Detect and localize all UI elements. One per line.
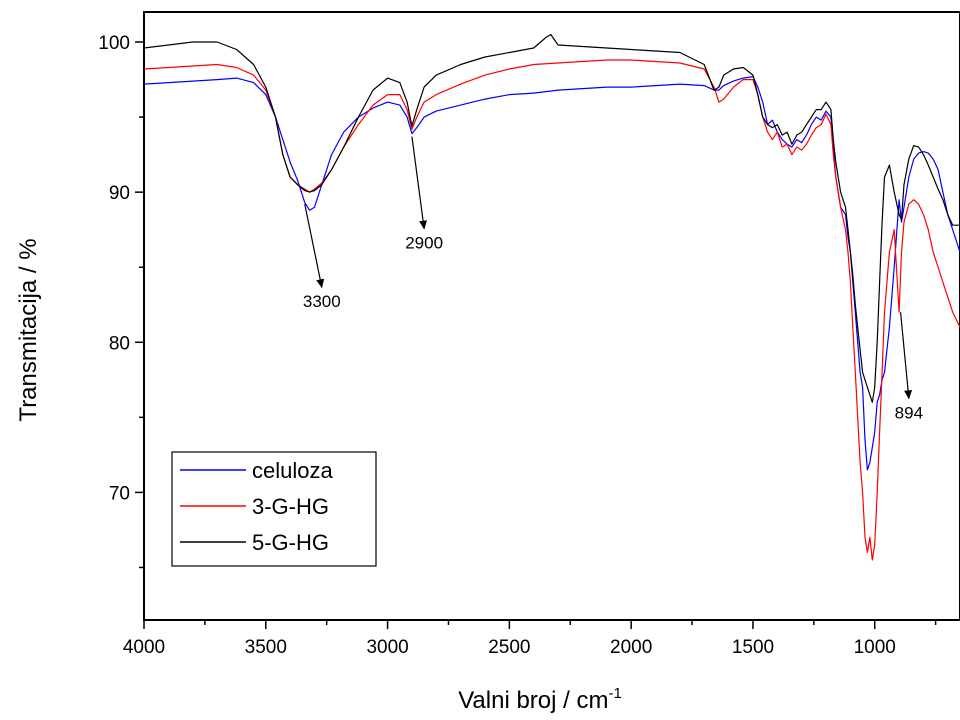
annotation-arrow	[899, 312, 913, 400]
legend-label: celuloza	[252, 458, 333, 483]
legend-label: 3-G-HG	[252, 494, 329, 519]
series-line-5-g-hg	[144, 33, 960, 403]
x-tick-label: 3500	[245, 637, 287, 658]
y-axis-ticks: 70 80 90 100	[98, 33, 144, 569]
annotation-label: 3300	[303, 292, 341, 311]
legend: celuloza 3-G-HG 5-G-HG	[171, 451, 377, 567]
series-line-celuloza	[144, 76, 960, 471]
legend-label: 5-G-HG	[252, 530, 329, 555]
annotation-arrow	[411, 136, 428, 230]
x-axis-title-text: Valni broj / cm	[458, 687, 608, 714]
x-tick-label: 2500	[488, 637, 530, 658]
y-axis-title: Transmitacija / %	[15, 238, 42, 421]
annotation-layer: 3300 2900 894	[303, 136, 923, 422]
annotation-label: 894	[895, 403, 923, 422]
x-axis-ticks: 4000 3500 3000 2500 2000 1500 1000	[123, 620, 937, 658]
x-tick-label: 1000	[854, 637, 896, 658]
x-tick-label: 1500	[732, 637, 774, 658]
x-tick-label: 2000	[610, 637, 652, 658]
y-tick-label: 70	[109, 483, 130, 504]
x-axis-title-superscript: -1	[608, 685, 621, 702]
y-tick-label: 90	[109, 183, 130, 204]
x-tick-label: 4000	[123, 637, 165, 658]
annotation-arrow	[304, 204, 325, 289]
x-tick-label: 3000	[366, 637, 408, 658]
x-axis-title: Valni broj / cm-1	[458, 685, 622, 714]
series-layer	[144, 33, 960, 561]
annotation-label: 2900	[405, 234, 443, 253]
legend-box	[171, 451, 377, 567]
y-tick-label: 80	[109, 333, 130, 354]
y-tick-label: 100	[98, 33, 130, 54]
